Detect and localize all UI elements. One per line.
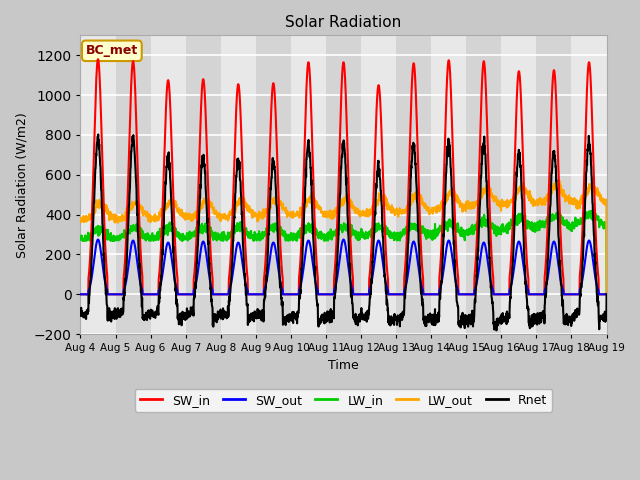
Legend: SW_in, SW_out, LW_in, LW_out, Rnet: SW_in, SW_out, LW_in, LW_out, Rnet [135, 389, 552, 411]
Title: Solar Radiation: Solar Radiation [285, 15, 402, 30]
Bar [396, 36, 431, 334]
Bar [291, 36, 326, 334]
Text: BC_met: BC_met [86, 44, 138, 57]
Bar [501, 36, 536, 334]
Bar [467, 36, 501, 334]
Bar [221, 36, 256, 334]
X-axis label: Time: Time [328, 359, 359, 372]
Y-axis label: Solar Radiation (W/m2): Solar Radiation (W/m2) [15, 112, 28, 258]
Bar [536, 36, 572, 334]
Bar [361, 36, 396, 334]
Bar [256, 36, 291, 334]
Bar [116, 36, 150, 334]
Bar [81, 36, 116, 334]
Bar [572, 36, 607, 334]
Bar [326, 36, 361, 334]
Bar [150, 36, 186, 334]
Bar [186, 36, 221, 334]
Bar [431, 36, 467, 334]
